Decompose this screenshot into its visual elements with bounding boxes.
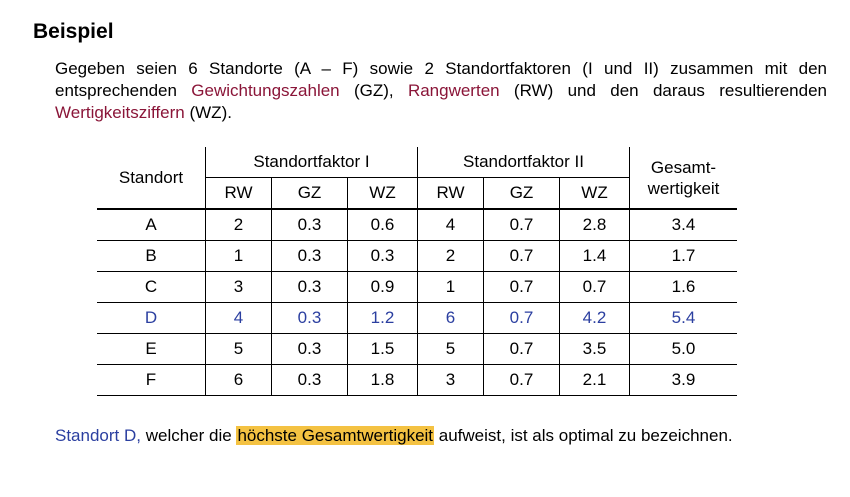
cell-wz2: 0.7 <box>559 271 630 303</box>
cell-rw2: 2 <box>417 240 484 272</box>
intro-text: (GZ), <box>339 81 408 100</box>
conclusion-text: welcher die <box>141 426 237 445</box>
intro-text: (WZ). <box>184 103 232 122</box>
cell-rw1: 3 <box>205 271 272 303</box>
cell-wz2: 4.2 <box>559 302 630 334</box>
table-row: C 3 0.3 0.9 1 0.7 0.7 1.6 <box>97 271 737 303</box>
term-rangwerten: Rangwerten <box>407 81 500 100</box>
cell-rw2: 4 <box>417 209 484 241</box>
table-row: A 2 0.3 0.6 4 0.7 2.8 3.4 <box>97 209 737 241</box>
cell-gz1: 0.3 <box>271 240 348 272</box>
cell-gz2: 0.7 <box>483 209 560 241</box>
header-gesamtwertigkeit-line1: Gesamt- <box>650 157 717 177</box>
term-gewichtungszahlen: Gewichtungszahlen <box>191 81 340 100</box>
conclusion-paragraph: Standort D, welcher die höchste Gesamtwe… <box>55 424 827 448</box>
cell-gz2: 0.7 <box>483 364 560 396</box>
cell-gz1: 0.3 <box>271 209 348 241</box>
cell-total: 1.7 <box>629 240 737 272</box>
cell-gz2: 0.7 <box>483 240 560 272</box>
cell-standort: C <box>97 271 206 303</box>
subheader-gz-1: GZ <box>271 177 348 210</box>
cell-rw2: 5 <box>417 333 484 365</box>
term-wertigkeitsziffern: Wertigkeitsziffern <box>55 103 185 122</box>
cell-wz1: 0.3 <box>347 240 418 272</box>
table-row-optimal: D 4 0.3 1.2 6 0.7 4.2 5.4 <box>97 302 737 334</box>
cell-gz1: 0.3 <box>271 302 348 334</box>
cell-rw1: 2 <box>205 209 272 241</box>
cell-total: 5.0 <box>629 333 737 365</box>
cell-rw2: 3 <box>417 364 484 396</box>
cell-gz1: 0.3 <box>271 271 348 303</box>
header-gesamtwertigkeit-line2: wertigkeit <box>647 178 720 198</box>
cell-total: 5.4 <box>629 302 737 334</box>
subheader-rw-2: RW <box>417 177 484 210</box>
page-title: Beispiel <box>33 20 114 43</box>
conclusion-location: Standort D, <box>55 426 141 445</box>
table-row: E 5 0.3 1.5 5 0.7 3.5 5.0 <box>97 333 737 365</box>
cell-wz2: 2.1 <box>559 364 630 396</box>
header-standort: Standort <box>97 147 206 210</box>
cell-standort: F <box>97 364 206 396</box>
subheader-wz-1: WZ <box>347 177 418 210</box>
cell-gz2: 0.7 <box>483 271 560 303</box>
highlighted-phrase: höchste Gesamtwertigkeit <box>236 426 435 445</box>
cell-wz2: 3.5 <box>559 333 630 365</box>
cell-wz2: 2.8 <box>559 209 630 241</box>
cell-wz1: 1.5 <box>347 333 418 365</box>
cell-rw1: 5 <box>205 333 272 365</box>
cell-wz1: 0.9 <box>347 271 418 303</box>
cell-gz2: 0.7 <box>483 333 560 365</box>
cell-standort: E <box>97 333 206 365</box>
cell-rw1: 6 <box>205 364 272 396</box>
cell-standort: A <box>97 209 206 241</box>
cell-wz2: 1.4 <box>559 240 630 272</box>
cell-wz1: 1.8 <box>347 364 418 396</box>
conclusion-text: aufweist, ist als optimal zu bezeichnen. <box>434 426 733 445</box>
cell-rw2: 1 <box>417 271 484 303</box>
cell-rw1: 4 <box>205 302 272 334</box>
cell-standort: D <box>97 302 206 334</box>
cell-gz1: 0.3 <box>271 364 348 396</box>
location-table: Standort Standortfaktor I Standortfaktor… <box>97 147 737 396</box>
intro-paragraph: Gegeben seien 6 Standorte (A – F) sowie … <box>55 58 827 124</box>
cell-standort: B <box>97 240 206 272</box>
header-gesamtwertigkeit: Gesamt- wertigkeit <box>629 147 737 210</box>
cell-total: 3.4 <box>629 209 737 241</box>
header-standortfaktor-1: Standortfaktor I <box>205 147 418 178</box>
cell-wz1: 0.6 <box>347 209 418 241</box>
subheader-gz-2: GZ <box>483 177 560 210</box>
table-row: F 6 0.3 1.8 3 0.7 2.1 3.9 <box>97 364 737 396</box>
subheader-wz-2: WZ <box>559 177 630 210</box>
cell-gz2: 0.7 <box>483 302 560 334</box>
cell-total: 1.6 <box>629 271 737 303</box>
cell-gz1: 0.3 <box>271 333 348 365</box>
table-row: B 1 0.3 0.3 2 0.7 1.4 1.7 <box>97 240 737 272</box>
subheader-rw-1: RW <box>205 177 272 210</box>
cell-rw2: 6 <box>417 302 484 334</box>
intro-text: (RW) und den daraus resultierenden <box>499 81 827 100</box>
intro-text: Gegeben seien 6 Standorte (A – F) sowie … <box>55 59 827 100</box>
cell-total: 3.9 <box>629 364 737 396</box>
header-standortfaktor-2: Standortfaktor II <box>417 147 630 178</box>
cell-wz1: 1.2 <box>347 302 418 334</box>
cell-rw1: 1 <box>205 240 272 272</box>
